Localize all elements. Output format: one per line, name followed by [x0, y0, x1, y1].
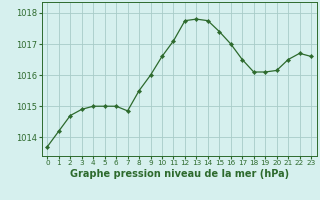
X-axis label: Graphe pression niveau de la mer (hPa): Graphe pression niveau de la mer (hPa) — [70, 169, 289, 179]
